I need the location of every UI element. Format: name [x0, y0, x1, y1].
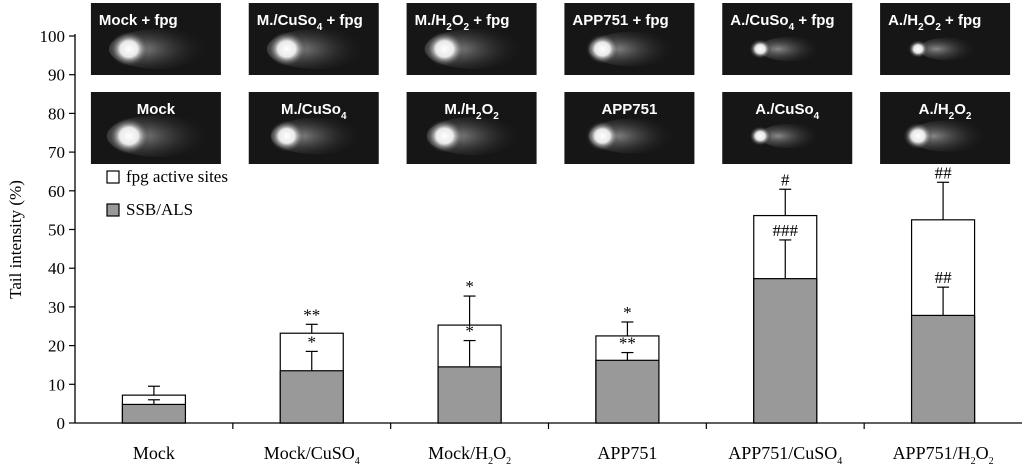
axes: 0 10 20 30 40 50 60 70 80 90 100 Tail intensity (%)…: [6, 27, 1022, 467]
comet-head: [268, 119, 305, 153]
comet-image-label: Mock: [137, 101, 176, 118]
y-tick-label: 40: [48, 259, 65, 278]
legend-label: SSB/ALS: [126, 200, 193, 219]
x-category-label: APP751/H2O2: [893, 443, 994, 467]
y-tick-label: 80: [48, 104, 65, 123]
comet-head: [749, 39, 772, 59]
comet-image: M./H2O2: [406, 92, 537, 164]
comet-head: [107, 117, 150, 155]
x-category-label: Mock/H2O2: [428, 443, 511, 467]
comet-image-label: M./CuSo4: [281, 101, 347, 122]
comet-image-label: M./H2O2: [444, 101, 499, 122]
significance-ssb-als: **: [619, 334, 636, 353]
y-tick-label: 60: [48, 182, 65, 201]
comet-image-label: APP751: [601, 101, 657, 118]
y-tick-label: 0: [57, 414, 66, 433]
significance-ssb-als: *: [308, 332, 317, 351]
comet-image-label: Mock + fpg: [99, 12, 178, 29]
significance-ssb-als: ##: [935, 268, 953, 287]
significance-fpg: #: [781, 170, 790, 189]
comet-image: A./H2O2: [880, 92, 1011, 164]
bar-ssb-als: [910, 314, 976, 424]
comet-image: Mock: [90, 92, 221, 164]
comet-head: [908, 40, 929, 58]
y-tick-label: 100: [40, 27, 66, 46]
y-axis-label: Tail intensity (%): [6, 180, 25, 299]
significance-ssb-als: *: [465, 322, 474, 341]
comet-image: M./H2O2 + fpg: [406, 3, 537, 75]
comet-head: [108, 31, 149, 67]
bar-ssb-als: [121, 403, 187, 424]
comet-image: M./CuSo4 + fpg: [248, 3, 379, 75]
x-category-label: APP751/CuSO4: [728, 443, 842, 467]
significance-fpg: *: [623, 303, 632, 322]
comet-image-label: A./H2O2 + fpg: [888, 12, 981, 33]
y-tick-label: 30: [48, 298, 65, 317]
comet-images: Mock + fpg M./CuSo4 + fpg M./H2O2 + fpg APP…: [90, 3, 1011, 164]
comet-image-label: A./CuSo4: [755, 101, 819, 122]
comet-image-label: M./CuSo4 + fpg: [257, 12, 363, 33]
comet-head: [424, 31, 465, 67]
comet-image-label: M./H2O2 + fpg: [415, 12, 510, 33]
significance-fpg: ##: [935, 163, 953, 182]
comet-image: APP751 + fpg: [564, 3, 695, 75]
y-tick-label: 20: [48, 337, 65, 356]
comet-image: A./CuSo4: [722, 92, 853, 164]
comet-image-label: APP751 + fpg: [572, 12, 668, 29]
comet-image: A./H2O2 + fpg: [880, 3, 1011, 75]
comet-tail: [759, 36, 822, 62]
comet-image-label: A./CuSo4 + fpg: [730, 12, 834, 33]
x-category-label: Mock: [133, 443, 175, 463]
comet-head: [266, 31, 307, 67]
comet-head: [749, 126, 772, 146]
y-tick-label: 10: [48, 375, 65, 394]
bars: ********########: [121, 163, 976, 424]
x-category-label: APP751: [597, 443, 657, 463]
comet-tail: [919, 37, 978, 61]
bar-ssb-als: [595, 359, 660, 424]
comet-image: APP751: [564, 92, 695, 164]
y-tick-label: 70: [48, 143, 65, 162]
comet-head: [585, 33, 620, 65]
comet-image: A./CuSo4 + fpg: [722, 3, 853, 75]
comet-tail: [759, 123, 822, 149]
comet-head: [903, 122, 934, 150]
x-category-label: Mock/CuSO4: [264, 443, 360, 467]
y-tick-label: 90: [48, 66, 65, 85]
significance-fpg: **: [303, 305, 320, 324]
comet-image-label: A./H2O2: [919, 101, 972, 122]
bar-ssb-als: [437, 366, 502, 424]
comet-head: [585, 120, 620, 152]
bar-ssb-als: [753, 278, 818, 424]
legend: fpg active sites SSB/ALS: [106, 167, 228, 219]
comet-image: M./CuSo4: [248, 92, 379, 164]
legend-swatch: [106, 170, 120, 184]
significance-ssb-als: ###: [773, 221, 799, 240]
y-tick-label: 50: [48, 221, 65, 240]
comet-head: [425, 118, 464, 154]
legend-label: fpg active sites: [126, 167, 228, 186]
comet-image: Mock + fpg: [90, 3, 221, 75]
bar-ssb-als: [279, 370, 344, 424]
legend-swatch: [106, 203, 120, 217]
significance-fpg: *: [465, 277, 474, 296]
